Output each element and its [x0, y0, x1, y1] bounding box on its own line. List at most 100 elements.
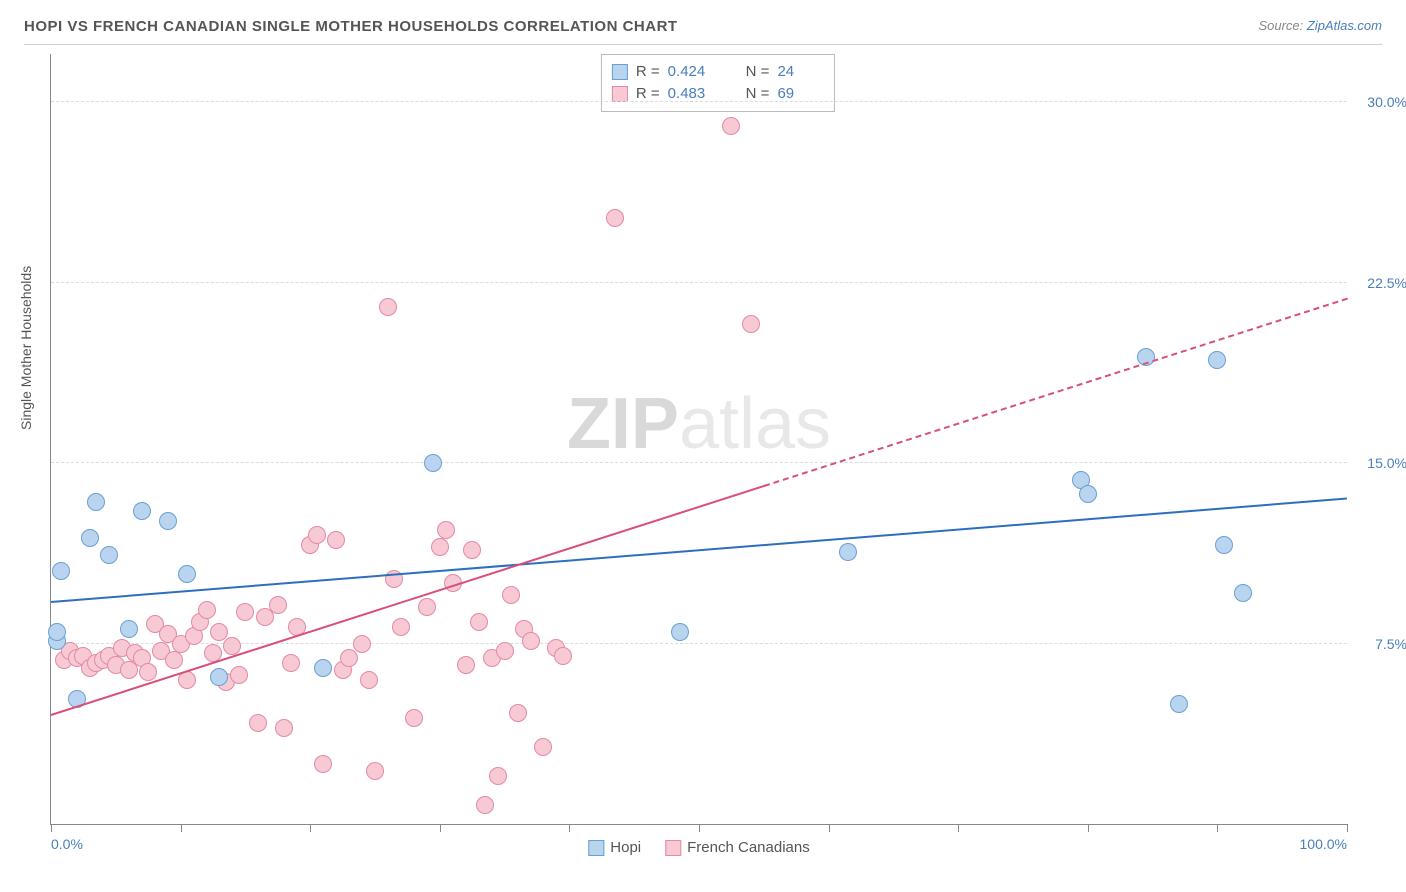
x-tick	[829, 824, 830, 832]
gridline-h	[51, 643, 1347, 644]
marker-french-canadians	[463, 541, 481, 559]
marker-hopi	[1170, 695, 1188, 713]
marker-hopi	[159, 512, 177, 530]
marker-hopi	[133, 502, 151, 520]
marker-french-canadians	[230, 666, 248, 684]
marker-french-canadians	[210, 623, 228, 641]
legend-series: Hopi French Canadians	[588, 839, 809, 856]
marker-french-canadians	[139, 663, 157, 681]
x-tick	[1088, 824, 1089, 832]
y-tick-label: 7.5%	[1352, 636, 1406, 652]
marker-french-canadians	[534, 738, 552, 756]
legend-n-label: N =	[746, 61, 770, 83]
chart-title: HOPI VS FRENCH CANADIAN SINGLE MOTHER HO…	[24, 18, 678, 35]
marker-french-canadians	[722, 117, 740, 135]
legend-correlation-row: R = 0.424 N = 24	[612, 61, 824, 83]
gridline-h	[51, 101, 1347, 102]
marker-french-canadians	[379, 298, 397, 316]
plot-area: ZIPatlas R =0.424N =24R =0.483N =69 Hopi…	[50, 54, 1347, 825]
x-tick	[699, 824, 700, 832]
marker-hopi	[1079, 485, 1097, 503]
trendline-hopi	[51, 497, 1347, 602]
legend-series-item: Hopi	[588, 839, 641, 856]
marker-french-canadians	[522, 632, 540, 650]
marker-hopi	[178, 565, 196, 583]
gridline-h	[51, 462, 1347, 463]
chart-header: HOPI VS FRENCH CANADIAN SINGLE MOTHER HO…	[24, 18, 1382, 45]
trendline-french-canadians-extrapolated	[763, 297, 1347, 486]
marker-hopi	[87, 493, 105, 511]
marker-hopi	[210, 668, 228, 686]
marker-french-canadians	[742, 315, 760, 333]
marker-french-canadians	[431, 538, 449, 556]
marker-hopi	[1208, 351, 1226, 369]
legend-swatch	[588, 840, 604, 856]
marker-french-canadians	[418, 598, 436, 616]
marker-french-canadians	[236, 603, 254, 621]
legend-n-value: 24	[777, 61, 823, 83]
x-tick-label: 100.0%	[1300, 836, 1347, 852]
x-tick	[181, 824, 182, 832]
marker-french-canadians	[198, 601, 216, 619]
marker-french-canadians	[353, 635, 371, 653]
chart-container: HOPI VS FRENCH CANADIAN SINGLE MOTHER HO…	[0, 0, 1406, 892]
y-tick-label: 30.0%	[1352, 94, 1406, 110]
x-tick	[569, 824, 570, 832]
marker-french-canadians	[509, 704, 527, 722]
marker-hopi	[81, 529, 99, 547]
marker-hopi	[100, 546, 118, 564]
marker-french-canadians	[489, 767, 507, 785]
marker-french-canadians	[269, 596, 287, 614]
marker-french-canadians	[405, 709, 423, 727]
legend-swatch	[612, 64, 628, 80]
legend-r-label: R =	[636, 61, 660, 83]
marker-french-canadians	[275, 719, 293, 737]
marker-hopi	[671, 623, 689, 641]
legend-swatch	[665, 840, 681, 856]
marker-french-canadians	[223, 637, 241, 655]
legend-correlation: R =0.424N =24R =0.483N =69	[601, 54, 835, 112]
marker-hopi	[314, 659, 332, 677]
x-tick	[1347, 824, 1348, 832]
marker-french-canadians	[308, 526, 326, 544]
marker-french-canadians	[314, 755, 332, 773]
marker-french-canadians	[457, 656, 475, 674]
x-tick	[1217, 824, 1218, 832]
marker-french-canadians	[606, 209, 624, 227]
source-credit: Source: ZipAtlas.com	[1258, 18, 1382, 33]
marker-hopi	[839, 543, 857, 561]
marker-hopi	[424, 454, 442, 472]
watermark-light: atlas	[679, 384, 831, 464]
marker-french-canadians	[554, 647, 572, 665]
gridline-h	[51, 282, 1347, 283]
legend-series-item: French Canadians	[665, 839, 810, 856]
watermark-bold: ZIP	[567, 384, 679, 464]
marker-hopi	[1215, 536, 1233, 554]
x-tick	[440, 824, 441, 832]
y-axis-label: Single Mother Households	[18, 266, 34, 430]
marker-french-canadians	[502, 586, 520, 604]
marker-french-canadians	[282, 654, 300, 672]
x-tick	[310, 824, 311, 832]
source-prefix: Source:	[1258, 18, 1306, 33]
marker-french-canadians	[340, 649, 358, 667]
x-tick	[958, 824, 959, 832]
x-tick	[51, 824, 52, 832]
legend-r-value: 0.424	[668, 61, 714, 83]
marker-french-canadians	[392, 618, 410, 636]
marker-french-canadians	[437, 521, 455, 539]
source-link[interactable]: ZipAtlas.com	[1307, 18, 1382, 33]
marker-french-canadians	[470, 613, 488, 631]
marker-french-canadians	[360, 671, 378, 689]
marker-hopi	[52, 562, 70, 580]
legend-series-label: French Canadians	[687, 839, 810, 856]
marker-french-canadians	[496, 642, 514, 660]
legend-swatch	[612, 86, 628, 102]
y-tick-label: 22.5%	[1352, 275, 1406, 291]
marker-hopi	[48, 623, 66, 641]
legend-series-label: Hopi	[610, 839, 641, 856]
marker-french-canadians	[165, 651, 183, 669]
marker-french-canadians	[249, 714, 267, 732]
y-tick-label: 15.0%	[1352, 455, 1406, 471]
watermark: ZIPatlas	[567, 383, 831, 465]
